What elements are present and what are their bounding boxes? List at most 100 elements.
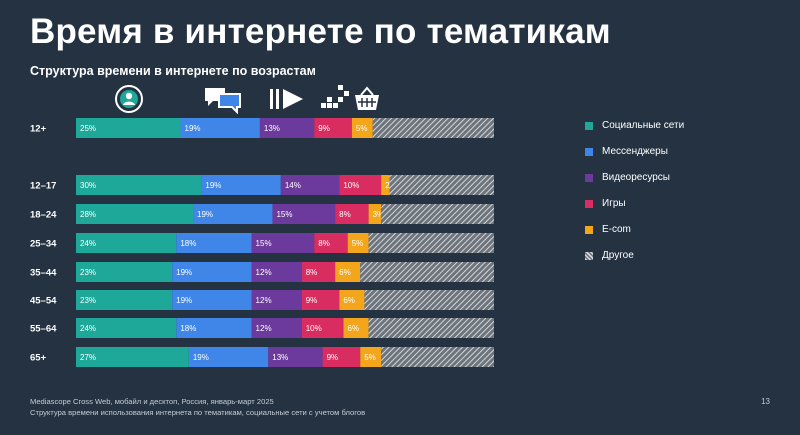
- bar-segment: [372, 118, 494, 138]
- bar-segment: [259, 118, 315, 138]
- bar-segment: [180, 118, 260, 138]
- data-label: 6%: [348, 324, 360, 333]
- data-label: 23%: [80, 268, 96, 277]
- bar-segment: [343, 318, 369, 338]
- data-label: 15%: [276, 210, 292, 219]
- bar-segment: [76, 204, 194, 224]
- data-label: 23%: [80, 296, 96, 305]
- category-label: 55–64: [30, 324, 57, 335]
- bar-segment: [193, 204, 273, 224]
- legend-label: Социальные сети: [602, 120, 685, 131]
- social-icon: [115, 85, 143, 113]
- data-label: 25%: [80, 124, 96, 133]
- data-label: 24%: [80, 324, 96, 333]
- data-label: 14%: [285, 181, 301, 190]
- chart-subtitle: Структура времени в интернете по возраст…: [30, 64, 316, 78]
- page-number: 13: [761, 397, 770, 406]
- bar-segment: [301, 290, 340, 310]
- bar-segment: [364, 290, 494, 310]
- bar-segment: [251, 290, 302, 310]
- bar-segment: [76, 233, 177, 253]
- bar-segment: [176, 233, 252, 253]
- data-label: 19%: [197, 210, 213, 219]
- category-label: 45–54: [30, 296, 57, 307]
- footer: Mediascope Cross Web, мобайл и десктоп, …: [30, 396, 365, 418]
- data-label: 30%: [80, 181, 96, 190]
- legend-swatch: [585, 252, 593, 260]
- bar-segment: [301, 318, 344, 338]
- bar-segment: [314, 118, 352, 138]
- bar-segment: [335, 204, 369, 224]
- bar-segment: [381, 204, 494, 224]
- bar-segment: [251, 233, 315, 253]
- data-label: 6%: [343, 296, 355, 305]
- bar-segment: [368, 318, 494, 338]
- bar-segment: [76, 118, 181, 138]
- bar-segment: [389, 175, 494, 195]
- footer-note: Структура времени использования интернет…: [30, 408, 366, 417]
- bar-segment: [251, 262, 302, 282]
- page-title: Время в интернете по тематикам: [30, 12, 611, 51]
- bar-segment: [76, 347, 189, 367]
- data-label: 9%: [306, 296, 318, 305]
- legend-label: E-com: [602, 224, 631, 235]
- legend-swatch: [585, 174, 593, 182]
- data-label: 8%: [306, 268, 318, 277]
- bar-segment: [301, 262, 336, 282]
- bar-segment: [368, 204, 382, 224]
- data-label: 8%: [339, 210, 351, 219]
- data-label: 12%: [256, 324, 272, 333]
- data-label: 19%: [176, 296, 192, 305]
- data-label: 5%: [364, 353, 376, 362]
- bar-segment: [201, 175, 281, 195]
- bar-segment: [176, 318, 252, 338]
- data-label: 9%: [318, 124, 330, 133]
- legend-swatch: [585, 148, 593, 156]
- data-label: 19%: [176, 268, 192, 277]
- bar-segment: [280, 175, 340, 195]
- data-label: 8%: [318, 239, 330, 248]
- legend-label: Видеоресурсы: [602, 172, 670, 183]
- legend-swatch: [585, 226, 593, 234]
- bar-segment: [381, 175, 390, 195]
- data-label: 12%: [256, 296, 272, 305]
- footer-source: Mediascope Cross Web, мобайл и десктоп, …: [30, 397, 274, 406]
- bar-segment: [76, 262, 173, 282]
- data-label: 28%: [80, 210, 96, 219]
- games-icon: [321, 85, 349, 108]
- bar-segment: [351, 118, 373, 138]
- bar-segment: [335, 262, 361, 282]
- data-label: 6%: [339, 268, 351, 277]
- bar-segment: [268, 347, 323, 367]
- bar-segment: [360, 262, 494, 282]
- data-label: 5%: [352, 239, 364, 248]
- legend-swatch: [585, 122, 593, 130]
- data-label: 19%: [185, 124, 201, 133]
- legend-label: Мессенджеры: [602, 146, 668, 157]
- data-label: 24%: [80, 239, 96, 248]
- legend-label: Игры: [602, 198, 626, 209]
- bar-segment: [172, 262, 252, 282]
- bar-segment: [322, 347, 361, 367]
- bar-segment: [339, 290, 365, 310]
- legend-label: Другое: [602, 250, 634, 261]
- bar-segment: [368, 233, 494, 253]
- data-label: 10%: [343, 181, 359, 190]
- messenger-icon: [205, 88, 241, 114]
- category-label: 12+: [30, 124, 47, 135]
- bar-segment: [381, 347, 494, 367]
- bar-segment: [314, 233, 348, 253]
- bar-segment: [339, 175, 382, 195]
- data-label: 5%: [356, 124, 368, 133]
- video-icon: [270, 89, 303, 109]
- data-label: 18%: [180, 239, 196, 248]
- data-label: 19%: [193, 353, 209, 362]
- bar-segment: [188, 347, 269, 367]
- bar-segment: [360, 347, 382, 367]
- data-label: 15%: [256, 239, 272, 248]
- category-label: 18–24: [30, 210, 57, 221]
- data-label: 18%: [180, 324, 196, 333]
- data-label: 3%: [373, 210, 385, 219]
- data-label: 27%: [80, 353, 96, 362]
